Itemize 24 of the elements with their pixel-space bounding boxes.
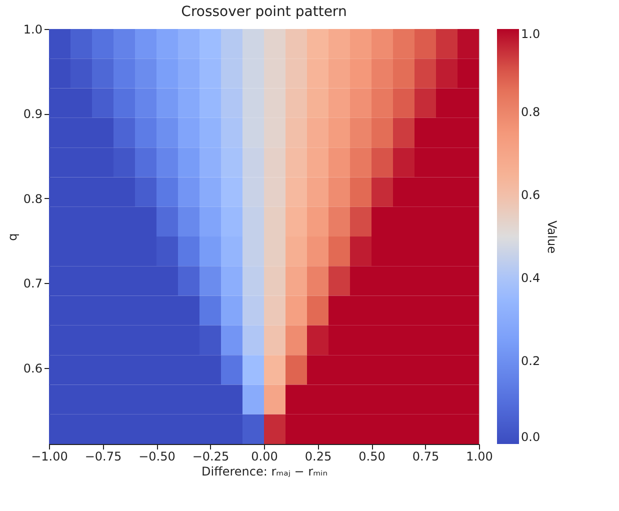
x-tick-label: −0.75 — [84, 450, 122, 464]
color-bar-title: Value — [545, 220, 559, 254]
color-bar-label: 0.6 — [521, 188, 540, 202]
color-bar-label: 0.4 — [521, 271, 540, 285]
x-tick-label: −0.50 — [138, 450, 176, 464]
color-bar-label: 1.0 — [521, 27, 540, 41]
x-tick-label: 1.00 — [466, 450, 493, 464]
x-tick-label: 0.25 — [304, 450, 332, 464]
x-tick-label: −1.00 — [31, 450, 68, 464]
y-tick-label: 0.7 — [23, 276, 42, 291]
y-tick-label: 0.6 — [23, 361, 42, 376]
chart-title: Crossover point pattern — [181, 4, 347, 20]
y-tick-label: 1.0 — [23, 22, 42, 36]
y-tick-label: 0.9 — [23, 107, 42, 122]
x-axis-title: Difference: rₘₐⱼ − rₘᵢₙ — [202, 464, 328, 478]
y-tick-label: 0.8 — [23, 192, 42, 206]
x-tick-label: 0.75 — [412, 450, 440, 464]
color-bar-label: 0.0 — [521, 430, 540, 444]
y-axis-title: q — [5, 233, 20, 241]
color-bar-label: 0.8 — [521, 105, 540, 119]
x-tick-label: 0.50 — [358, 450, 386, 464]
x-tick-label: −0.25 — [192, 450, 230, 464]
color-bar-label: 0.2 — [521, 354, 540, 368]
x-tick-label: 0.00 — [251, 450, 278, 464]
